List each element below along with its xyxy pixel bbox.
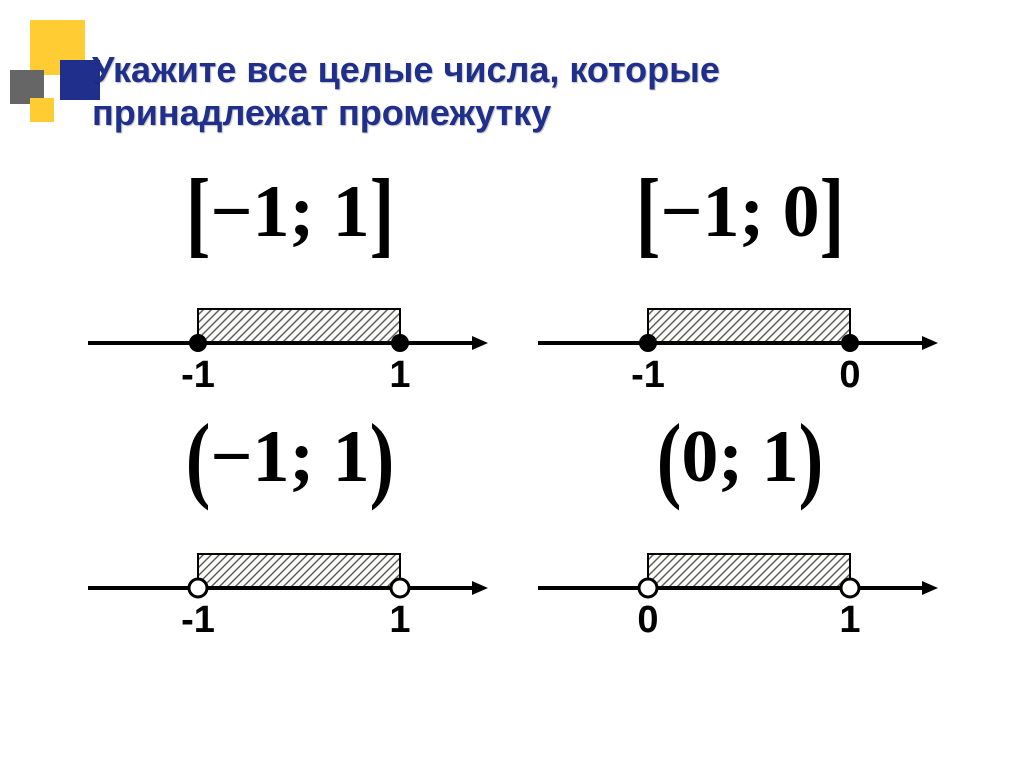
endpoint	[639, 579, 657, 597]
interval-panel: [−1; 0] -1 0	[530, 170, 950, 395]
axis-arrow	[472, 336, 488, 350]
endpoint	[841, 334, 859, 352]
tick-label: 1	[389, 599, 410, 640]
interval-bar	[198, 309, 400, 343]
slide-title: Укажите все целые числа, которые принадл…	[92, 48, 912, 134]
interval-bar	[198, 554, 400, 588]
axis-arrow	[922, 581, 938, 595]
interval-notation: [−1; 0]	[636, 170, 845, 255]
deco-square	[30, 98, 54, 122]
endpoint	[639, 334, 657, 352]
endpoint	[841, 579, 859, 597]
tick-label: -1	[631, 354, 665, 395]
tick-label: -1	[181, 354, 215, 395]
interval-bar	[648, 309, 850, 343]
endpoint	[391, 334, 409, 352]
interval-notation: (0; 1)	[657, 415, 823, 500]
tick-label: 1	[389, 354, 410, 395]
endpoint	[391, 579, 409, 597]
endpoint	[189, 334, 207, 352]
axis-arrow	[472, 581, 488, 595]
tick-label: -1	[181, 599, 215, 640]
number-line: -1 0	[530, 265, 950, 395]
panel-grid: [−1; 1]-11[−1; 0]-10(−1; 1)-11(0; 1)01	[80, 170, 950, 640]
interval-panel: [−1; 1] -1 1	[80, 170, 500, 395]
interval-panel: (0; 1)01	[530, 415, 950, 640]
tick-label: 0	[839, 354, 860, 395]
number-line: -1 1	[80, 265, 500, 395]
tick-label: 1	[839, 599, 860, 640]
endpoint	[189, 579, 207, 597]
tick-label: 0	[637, 599, 658, 640]
interval-notation: [−1; 1]	[186, 170, 395, 255]
interval-notation: (−1; 1)	[186, 415, 395, 500]
number-line: -1 1	[80, 510, 500, 640]
interval-bar	[648, 554, 850, 588]
axis-arrow	[922, 336, 938, 350]
number-line: 01	[530, 510, 950, 640]
interval-panel: (−1; 1) -1 1	[80, 415, 500, 640]
